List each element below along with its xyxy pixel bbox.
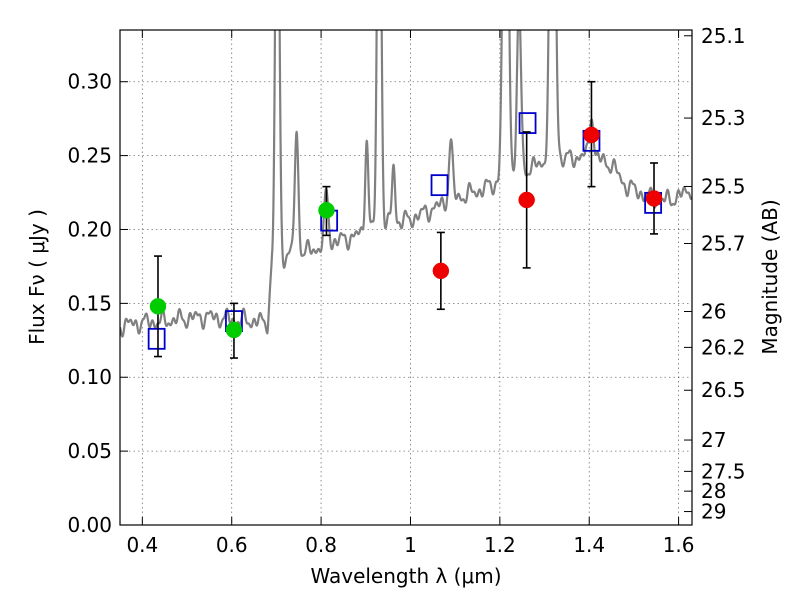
model-photometry-point [430,174,449,197]
y-tick-label: 0.00 [67,513,112,537]
mag-tick-label: 29 [701,500,726,524]
grid-layer [120,30,692,526]
observed-optical-point [149,298,167,315]
observed-nir-point [518,191,535,209]
observed-nir-point [432,262,450,280]
x-axis-label: Wavelength λ (μm) [310,564,501,588]
x-tick-label: 0.8 [305,533,337,557]
y-tick-label: 0.30 [67,70,112,94]
observed-nir-point [583,126,600,144]
y-axis-label: Flux Fν ( μJy ) [25,209,49,345]
mag-tick-label: 25.3 [701,106,746,130]
y-tick-label: 0.05 [67,439,112,463]
spectrum-line [120,30,692,338]
x-tick-label: 1.2 [484,533,516,557]
mag-tick-label: 25.7 [701,232,746,256]
observed-optical-point [318,202,335,219]
data-layer [120,30,692,338]
mag-tick-label: 26.2 [701,335,746,359]
mag-tick-label: 26 [701,299,726,323]
x-tick-label: 0.6 [216,533,248,557]
y2-axis-label: Magnitude (AB) [758,199,782,354]
mag-tick-label: 27.5 [701,459,746,483]
marker-layer [147,80,663,359]
observed-optical-point [225,321,243,339]
x-tick-label: 1.4 [573,533,605,557]
plot-frame [119,29,693,526]
axis-layer: 0.4 0.6 0.8 1 1.2 1.4 1.6 0.00 0.05 0.10 0.15 0.20 0… [67,24,745,557]
model-photometry-point [147,327,166,350]
x-tick-label: 0.4 [126,533,158,557]
mag-tick-label: 28 [701,479,726,503]
mag-tick-label: 25.5 [701,174,746,198]
y-tick-label: 0.10 [67,365,112,389]
mag-tick-label: 27 [701,428,726,452]
mag-tick-label: 26.5 [701,378,746,402]
model-photometry-point [518,112,537,134]
mag-tick-label: 25.1 [701,24,746,48]
y-tick-label: 0.15 [67,291,112,315]
y-tick-label: 0.25 [67,144,112,168]
x-tick-label: 1 [404,533,417,557]
y-tick-label: 0.20 [67,217,112,241]
x-tick-label: 1.6 [663,533,695,557]
plot-background [120,30,692,525]
observed-nir-point [645,190,663,207]
